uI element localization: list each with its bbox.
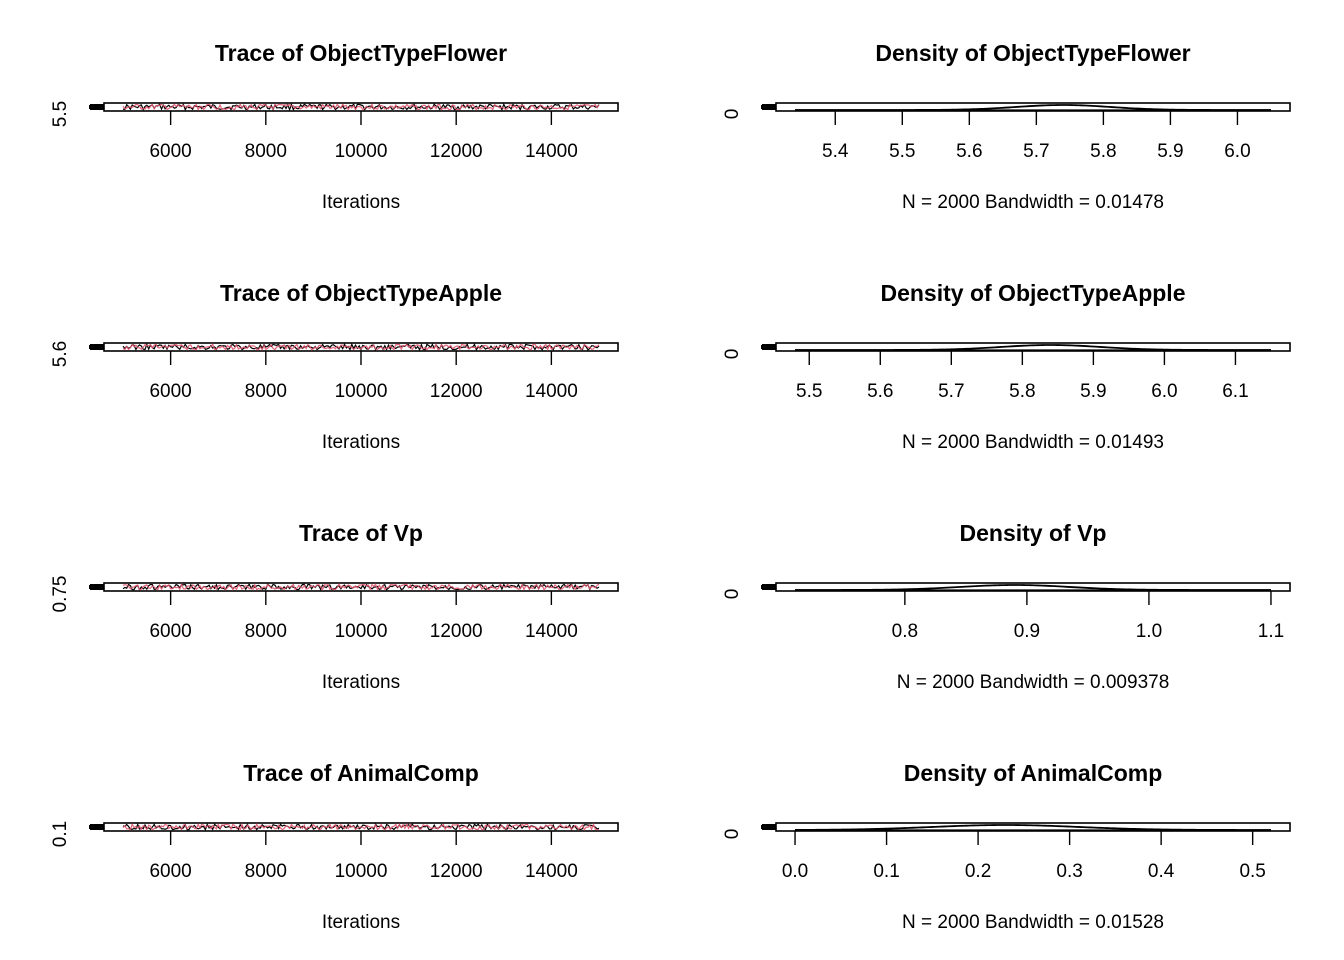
panel-1: Trace of ObjectTypeFlower Iterations 5.5 60… [50, 40, 619, 213]
x-tick-label: 14000 [525, 381, 578, 402]
x-tick-label: 0.0 [782, 861, 808, 882]
x-tick-label: 6.1 [1222, 381, 1248, 402]
x-tick-label: 6.0 [1151, 381, 1177, 402]
y-tick-label: 0.1 [50, 821, 71, 847]
density-curve [795, 584, 1271, 591]
trace-series-2 [122, 582, 600, 591]
x-axis-label: Iterations [322, 912, 400, 933]
panel-3: Trace of ObjectTypeApple Iterations 5.6 600… [50, 280, 619, 453]
y-tick-label: 0 [722, 589, 743, 600]
x-tick-label: 5.6 [867, 381, 893, 402]
x-tick-label: 5.5 [796, 381, 822, 402]
x-tick-label: 5.8 [1090, 141, 1116, 162]
trace-series-2 [122, 342, 600, 352]
panel-6: Density of Vp N = 2000 Bandwidth = 0.0093… [722, 520, 1291, 693]
x-tick-label: 14000 [525, 621, 578, 642]
x-axis-label: Iterations [322, 672, 400, 693]
trace-series-2 [122, 822, 600, 832]
x-tick-label: 10000 [335, 141, 388, 162]
panel-8: Density of AnimalComp N = 2000 Bandwidth … [722, 760, 1291, 933]
x-tick-label: 10000 [335, 861, 388, 882]
x-tick-label: 8000 [245, 381, 287, 402]
x-tick-label: 12000 [430, 141, 483, 162]
x-tick-label: 0.2 [965, 861, 991, 882]
trace-series-1 [122, 342, 600, 352]
x-tick-label: 8000 [245, 141, 287, 162]
x-tick-label: 5.9 [1157, 141, 1183, 162]
x-tick-label: 5.4 [822, 141, 849, 162]
panel-title: Trace of AnimalComp [243, 760, 479, 786]
x-tick-label: 6000 [149, 621, 191, 642]
x-axis-label: Iterations [322, 432, 400, 453]
panel-title: Trace of ObjectTypeApple [220, 280, 502, 306]
x-tick-label: 5.5 [889, 141, 915, 162]
x-tick-label: 1.0 [1136, 621, 1162, 642]
x-tick-label: 5.8 [1009, 381, 1035, 402]
panel-title: Density of Vp [960, 520, 1107, 546]
x-tick-label: 12000 [430, 621, 483, 642]
density-curve [795, 344, 1271, 351]
x-tick-label: 0.8 [892, 621, 918, 642]
x-tick-label: 5.7 [938, 381, 964, 402]
x-tick-label: 6.0 [1224, 141, 1250, 162]
x-tick-label: 5.6 [956, 141, 982, 162]
panel-title: Trace of ObjectTypeFlower [215, 40, 507, 66]
x-tick-label: 1.1 [1258, 621, 1284, 642]
x-tick-label: 0.1 [873, 861, 899, 882]
density-curve [795, 104, 1271, 111]
x-tick-label: 8000 [245, 861, 287, 882]
x-tick-label: 5.7 [1023, 141, 1049, 162]
x-tick-label: 12000 [430, 381, 483, 402]
trace-series-2 [122, 102, 600, 111]
x-tick-label: 8000 [245, 621, 287, 642]
x-axis-label: N = 2000 Bandwidth = 0.01493 [902, 432, 1164, 453]
x-tick-label: 6000 [149, 381, 191, 402]
x-tick-label: 0.9 [1014, 621, 1040, 642]
panel-2: Density of ObjectTypeFlower N = 2000 Band… [722, 40, 1291, 213]
panel-title: Trace of Vp [299, 520, 423, 546]
x-tick-label: 10000 [335, 381, 388, 402]
x-axis-label: N = 2000 Bandwidth = 0.009378 [897, 672, 1170, 693]
y-tick-label: 0 [722, 829, 743, 840]
x-axis-label: N = 2000 Bandwidth = 0.01478 [902, 192, 1164, 213]
panel-4: Density of ObjectTypeApple N = 2000 Bandw… [722, 280, 1291, 453]
trace-series-1 [122, 822, 600, 832]
x-tick-label: 0.5 [1239, 861, 1265, 882]
x-tick-label: 0.4 [1148, 861, 1175, 882]
x-tick-label: 6000 [149, 861, 191, 882]
density-curve [794, 824, 1271, 831]
panel-title: Density of AnimalComp [904, 760, 1163, 786]
y-tick-label: 0 [722, 349, 743, 360]
panel-7: Trace of AnimalComp Iterations 0.1 6000 8000… [50, 760, 619, 933]
x-axis-label: Iterations [322, 192, 400, 213]
x-tick-label: 0.3 [1056, 861, 1082, 882]
x-tick-label: 12000 [430, 861, 483, 882]
x-tick-label: 14000 [525, 141, 578, 162]
y-tick-label: 5.5 [50, 101, 71, 127]
y-tick-label: 0.75 [50, 576, 71, 613]
x-tick-label: 14000 [525, 861, 578, 882]
panel-title: Density of ObjectTypeApple [880, 280, 1185, 306]
x-tick-label: 6000 [149, 141, 191, 162]
x-tick-label: 10000 [335, 621, 388, 642]
x-axis-label: N = 2000 Bandwidth = 0.01528 [902, 912, 1164, 933]
y-tick-label: 5.6 [50, 341, 71, 367]
panel-5: Trace of Vp Iterations 0.75 6000 8000 10000 12… [50, 520, 619, 693]
x-tick-label: 5.9 [1080, 381, 1106, 402]
panel-title: Density of ObjectTypeFlower [875, 40, 1190, 66]
y-tick-label: 0 [722, 109, 743, 120]
